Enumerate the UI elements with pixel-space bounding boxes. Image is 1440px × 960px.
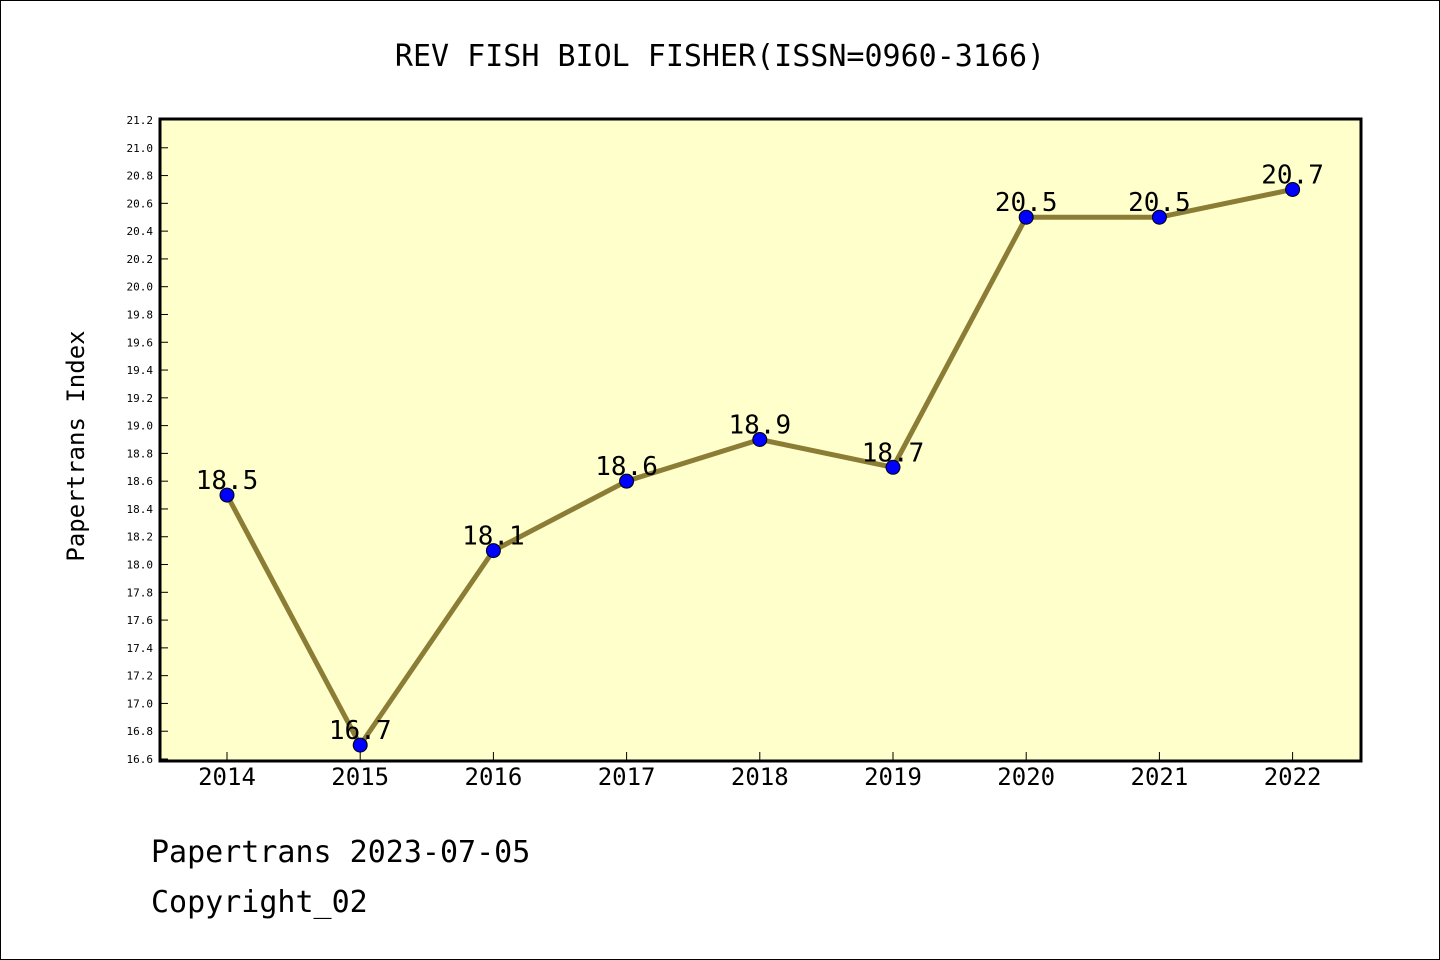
data-point-marker [752,432,768,447]
data-label: 20.5 [995,188,1058,218]
y-tick-label: 18.4 [127,503,154,516]
x-tick-label: 2019 [864,763,922,791]
y-tick-label: 16.6 [127,753,154,766]
chart-title: REV FISH BIOL FISHER(ISSN=0960-3166) [395,39,1045,74]
x-tick-label: 2015 [331,763,389,791]
y-tick-label: 20.8 [127,170,154,183]
y-tick-label: 18.2 [127,531,154,544]
data-label: 20.7 [1261,160,1324,190]
y-tick-label: 19.6 [127,336,154,349]
y-tick-label: 17.4 [127,642,154,655]
y-tick-label: 19.2 [127,392,154,405]
y-tick-label: 17.6 [127,614,154,627]
y-tick-label: 20.2 [127,253,154,266]
x-tick-label: 2018 [731,763,789,791]
footer-copyright: Copyright_02 [151,885,368,920]
data-label: 16.7 [329,716,392,746]
y-tick-label: 20.0 [127,281,154,294]
y-tick-label: 19.0 [127,420,154,433]
y-tick-label: 20.4 [127,225,154,238]
y-tick-label: 17.8 [127,586,154,599]
data-point-marker [885,459,901,475]
data-label: 18.6 [595,452,658,482]
x-tick-label: 2014 [198,763,256,791]
data-point-marker [1018,209,1034,225]
data-label: 18.5 [196,466,259,496]
data-label: 18.1 [462,522,525,552]
y-tick-label: 19.8 [127,308,154,321]
footer-date: Papertrans 2023-07-05 [151,835,531,870]
y-tick-label: 17.2 [127,670,154,683]
data-label: 18.9 [728,411,791,441]
y-tick-label: 18.0 [127,559,154,572]
data-point-marker [219,487,235,503]
y-tick-label: 21.0 [127,142,154,155]
data-point-marker [352,737,368,753]
y-tick-label: 17.0 [127,697,154,710]
x-tick-label: 2021 [1131,763,1189,791]
y-tick-label: 18.8 [127,447,154,460]
x-tick-label: 2017 [598,763,656,791]
data-point-marker [1285,181,1301,197]
y-tick-label: 19.4 [127,364,154,377]
y-tick-label: 21.2 [127,114,154,127]
x-tick-label: 2016 [465,763,523,791]
data-point-marker [1151,209,1167,225]
y-axis-label: Papertrans Index [62,330,90,561]
series-group: 18.5 16.7 18.1 18.6 18.9 18.7 20.5 20.5 20.7 [196,160,1324,753]
data-point-marker [485,543,501,559]
data-label: 18.7 [862,438,925,468]
data-point-marker [619,473,635,489]
y-axis-ticks: 16.6 16.8 17.0 17.2 17.4 17.6 17.8 18.0 18.2 18.4… [127,114,168,766]
y-tick-label: 16.8 [127,725,154,738]
y-tick-label: 18.6 [127,475,154,488]
x-tick-label: 2022 [1264,763,1322,791]
x-tick-label: 2020 [997,763,1055,791]
x-axis-ticks: 2014 2015 2016 2017 2018 2019 2020 2021 2022 [198,752,1321,791]
data-label: 20.5 [1128,188,1191,218]
y-tick-label: 20.6 [127,197,154,210]
